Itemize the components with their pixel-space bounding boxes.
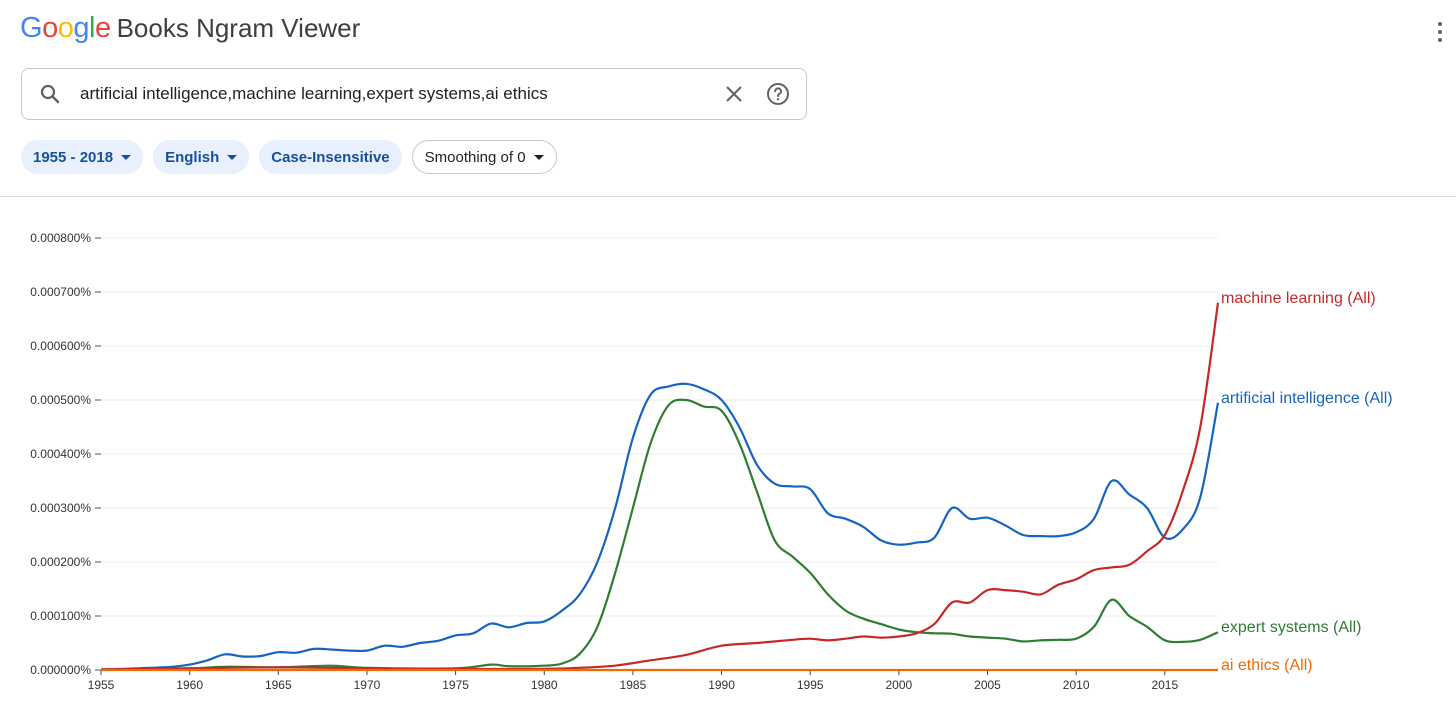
more-vert-icon[interactable]: [1434, 20, 1446, 44]
caret-down-icon: [121, 154, 132, 160]
case-label: Case-Insensitive: [271, 148, 390, 166]
y-tick-label: 0.000800%: [30, 231, 91, 245]
series-line[interactable]: [100, 382, 1220, 671]
year-range-dropdown[interactable]: 1955 - 2018: [21, 140, 144, 174]
logo-letter: e: [94, 12, 111, 44]
x-tick-label: 1960: [176, 678, 203, 692]
search-box[interactable]: artificial intelligence,machine learning…: [21, 68, 807, 120]
x-tick-label: 2000: [886, 678, 913, 692]
ngram-chart[interactable]: 0.000000% 0.000100% 0.000200% 0.000300% 0.00…: [0, 198, 1456, 702]
caret-down-icon: [533, 154, 544, 160]
case-toggle[interactable]: Case-Insensitive: [259, 140, 402, 174]
y-tick-label: 0.000200%: [30, 555, 91, 569]
y-tick-label: 0.000300%: [30, 501, 91, 515]
search-icon[interactable]: [38, 82, 62, 106]
y-tick-label: 0.000100%: [30, 609, 91, 623]
series-label[interactable]: artificial intelligence (All): [1221, 390, 1393, 407]
x-tick-label: 2005: [974, 678, 1001, 692]
x-tick-label: 1955: [88, 678, 115, 692]
x-tick-label: 2015: [1151, 678, 1178, 692]
language-dropdown[interactable]: English: [153, 140, 250, 174]
page-title: Books Ngram Viewer: [116, 13, 361, 43]
logo-letter: g: [73, 12, 89, 44]
close-icon[interactable]: [722, 82, 746, 106]
logo-letter: o: [57, 12, 74, 44]
logo-letter: o: [42, 12, 58, 44]
language-label: English: [165, 148, 220, 166]
google-logo[interactable]: Google Books Ngram Viewer: [20, 12, 360, 52]
x-tick-label: 1975: [442, 678, 469, 692]
y-tick-label: 0.000400%: [30, 447, 91, 461]
divider: [0, 196, 1456, 197]
filter-bar: 1955 - 2018 English Case-Insensitive Smo…: [21, 140, 557, 174]
smoothing-label: Smoothing of 0: [424, 148, 526, 166]
series-label[interactable]: machine learning (All): [1221, 290, 1376, 307]
x-tick-label: 2010: [1063, 678, 1090, 692]
logo-letter: G: [20, 12, 43, 44]
y-tick-label: 0.000600%: [30, 339, 91, 353]
logo-letter: l: [88, 12, 95, 44]
y-tick-label: 0.000700%: [30, 285, 91, 299]
search-input[interactable]: artificial intelligence,machine learning…: [80, 84, 548, 103]
x-tick-label: 1980: [531, 678, 558, 692]
smoothing-dropdown[interactable]: Smoothing of 0: [411, 140, 557, 174]
x-tick-label: 1970: [354, 678, 381, 692]
logo-wordmark: Google: [20, 12, 111, 45]
series-label[interactable]: expert systems (All): [1221, 619, 1361, 636]
x-tick-label: 1985: [620, 678, 647, 692]
series-label[interactable]: ai ethics (All): [1221, 657, 1313, 674]
x-tick-label: 1965: [265, 678, 292, 692]
year-range-label: 1955 - 2018: [33, 148, 114, 166]
series-line[interactable]: [100, 302, 1220, 671]
x-tick-label: 1995: [797, 678, 824, 692]
caret-down-icon: [227, 154, 238, 160]
y-tick-label: 0.000000%: [30, 663, 91, 677]
help-icon[interactable]: [766, 82, 790, 106]
x-tick-label: 1990: [708, 678, 735, 692]
series-line[interactable]: [100, 398, 1219, 671]
y-tick-label: 0.000500%: [30, 393, 91, 407]
